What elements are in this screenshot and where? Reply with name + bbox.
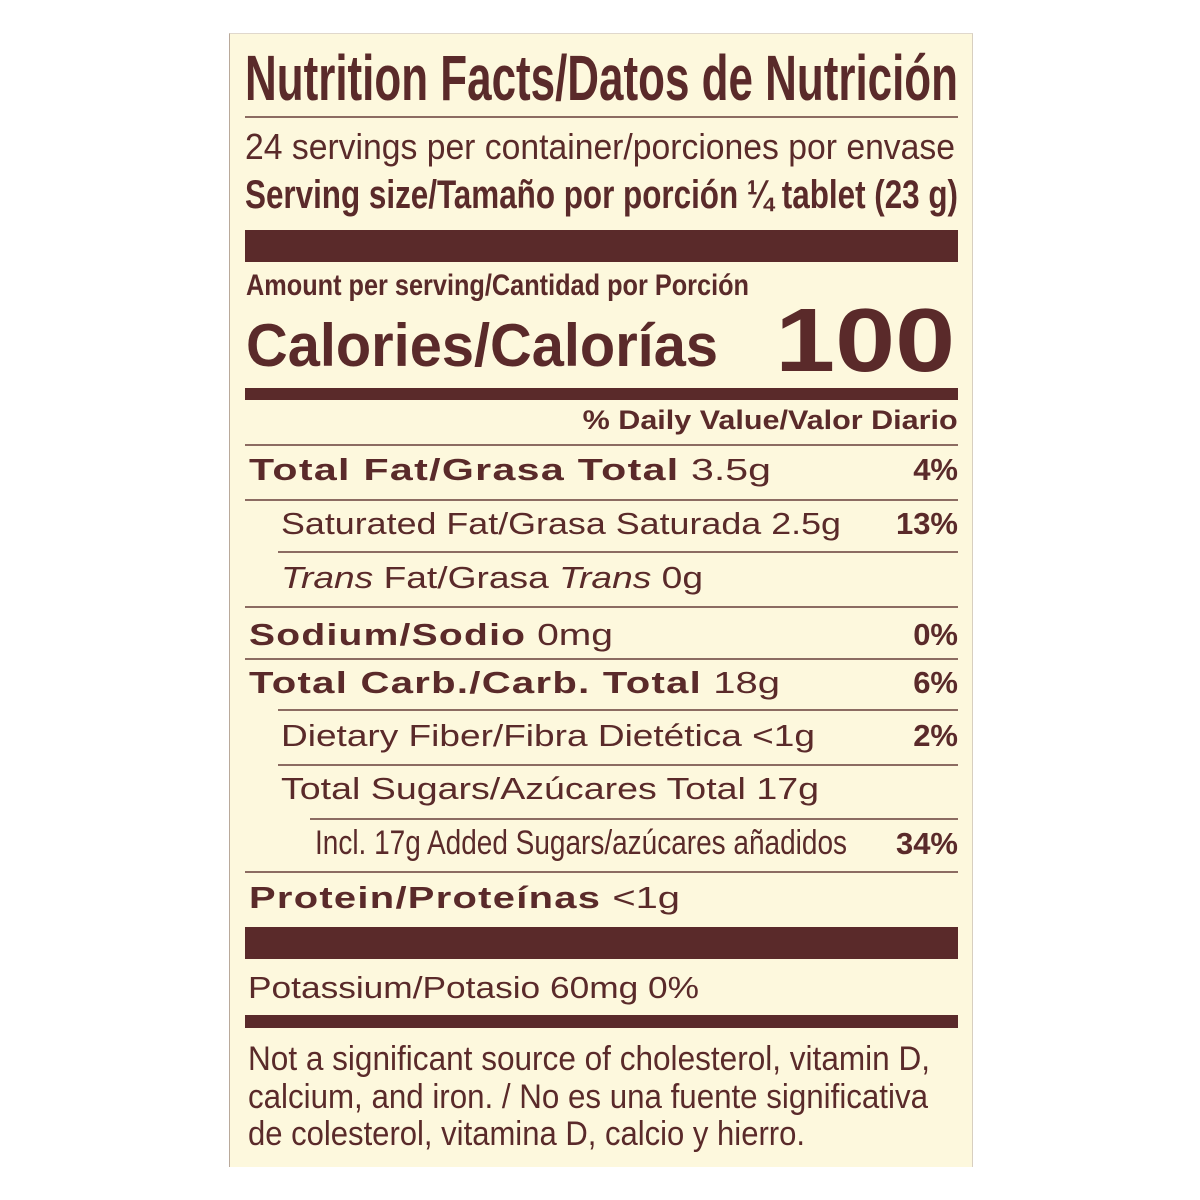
medium-divider — [245, 1015, 958, 1028]
row-total-sugars: Total Sugars/Azúcares Total 17g — [281, 771, 819, 806]
thick-divider — [245, 230, 958, 262]
row-saturated-fat: Saturated Fat/Grasa Saturada 2.5g — [281, 506, 841, 541]
divider — [245, 116, 958, 118]
row-potassium: Potassium/Potasio 60mg 0% — [248, 970, 699, 1005]
row-total-carb: Total Carb./Carb. Total 18g — [249, 665, 780, 700]
divider — [245, 658, 958, 660]
dv-dietary-fiber: 2% — [913, 718, 958, 753]
footnote-line: Not a significant source of cholesterol,… — [248, 1040, 930, 1078]
divider — [278, 709, 958, 711]
row-total-fat: Total Fat/Grasa Total 3.5g — [249, 452, 771, 487]
medium-divider — [245, 388, 958, 400]
dv-added-sugars: 34% — [895, 826, 958, 861]
dv-total-carb: 6% — [913, 665, 958, 700]
servings-per-container: 24 servings per container/porciones por … — [245, 126, 955, 167]
divider — [310, 818, 958, 820]
divider — [245, 871, 958, 873]
row-protein: Protein/Proteínas <1g — [249, 880, 680, 915]
dv-sodium: 0% — [913, 617, 958, 652]
row-dietary-fiber: Dietary Fiber/Fibra Dietética <1g — [281, 718, 815, 753]
dv-total-fat: 4% — [913, 452, 958, 487]
divider — [278, 551, 958, 553]
dv-saturated-fat: 13% — [895, 506, 958, 541]
amount-per-serving: Amount per serving/Cantidad por Porción — [246, 269, 749, 302]
serving-size: Serving size/Tamaño por porción ¼ tablet… — [245, 173, 958, 217]
divider — [245, 499, 958, 501]
calories-value: 100 — [775, 291, 955, 391]
label-title: Nutrition Facts/Datos de Nutrición — [245, 42, 958, 114]
nutrition-label-panel — [229, 33, 973, 1167]
divider — [245, 606, 958, 608]
row-added-sugars: Incl. 17g Added Sugars/azúcares añadidos — [315, 824, 847, 862]
divider — [245, 444, 958, 446]
row-sodium: Sodium/Sodio 0mg — [249, 617, 613, 652]
footnote-line: de colesterol, vitamina D, calcio y hier… — [248, 1115, 805, 1153]
calories-label: Calories/Calorías — [246, 312, 718, 379]
row-trans-fat: Trans Fat/Grasa Trans 0g — [281, 560, 703, 595]
footnote-line: calcium, and iron. / No es una fuente si… — [248, 1078, 928, 1116]
thick-divider — [245, 927, 958, 959]
divider — [278, 764, 958, 766]
daily-value-header: % Daily Value/Valor Diario — [583, 405, 958, 435]
